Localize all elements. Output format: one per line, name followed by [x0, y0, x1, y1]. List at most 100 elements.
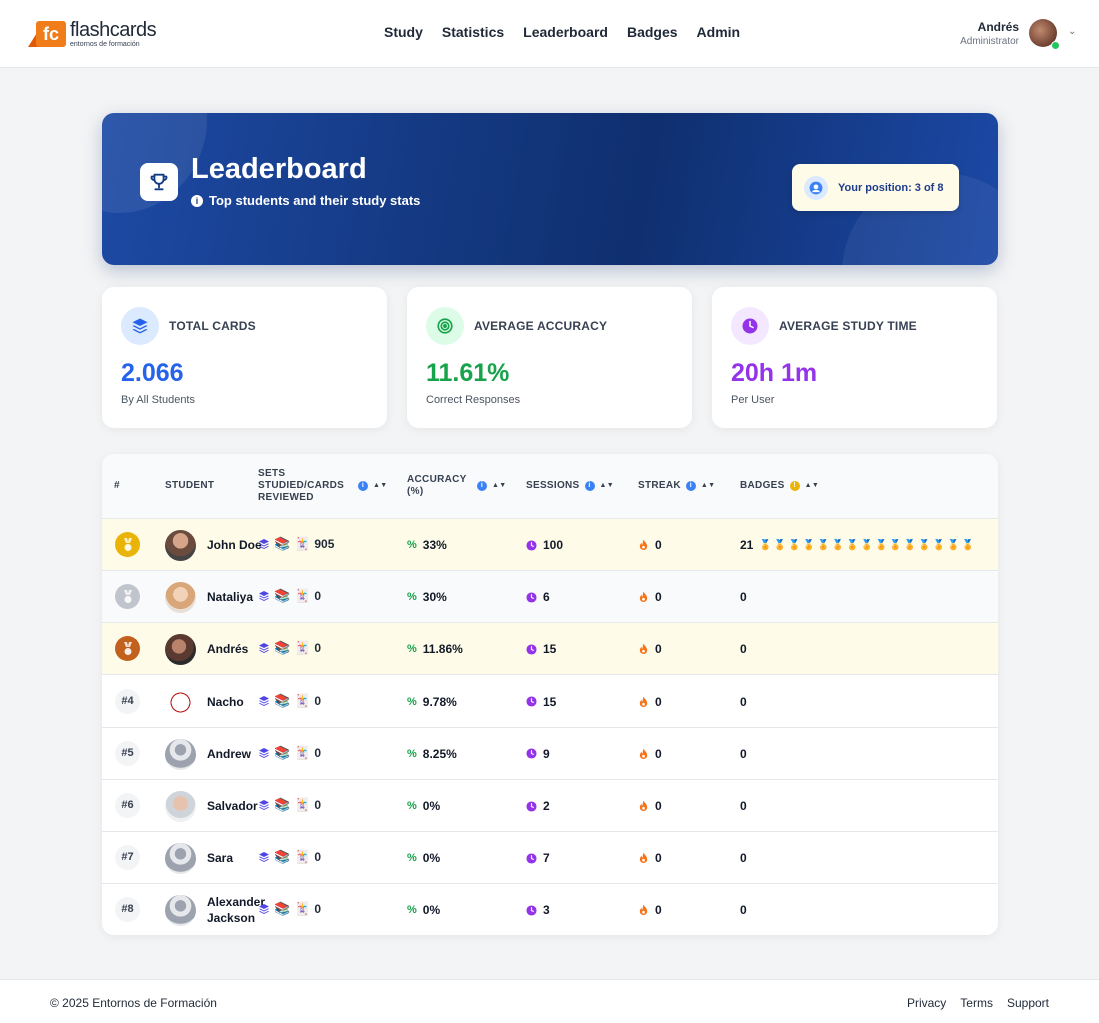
student-name[interactable]: Andrew	[207, 746, 252, 761]
fire-icon	[639, 904, 648, 916]
leaderboard-hero: Leaderboard i Top students and their stu…	[102, 113, 998, 265]
cards-reviewed-count: 0	[314, 641, 322, 656]
student-name[interactable]: John Doe	[207, 538, 262, 552]
fire-icon	[639, 852, 648, 864]
sets-cards-cell: 📚 🃏 0	[258, 797, 321, 813]
table-row[interactable]: Andrés 📚 🃏 0 % 11.86% 15 0 0	[102, 623, 998, 676]
table-row[interactable]: #6 Salvador 📚 🃏 0 % 0% 2 0 0	[102, 780, 998, 832]
info-icon[interactable]: i	[477, 481, 487, 491]
header-badges[interactable]: BADGES ! ▲▼	[740, 480, 820, 491]
footer-links: Privacy Terms Support	[907, 996, 1049, 1010]
sets-cards-cell: 📚 🃏 0	[258, 693, 321, 709]
info-icon[interactable]: i	[358, 481, 368, 491]
sort-icon[interactable]: ▲▼	[700, 482, 716, 489]
sort-icon[interactable]: ▲▼	[804, 482, 820, 489]
fire-icon	[639, 539, 648, 551]
nav-leaderboard[interactable]: Leaderboard	[523, 24, 608, 40]
sessions-cell: 6	[526, 571, 550, 623]
table-row[interactable]: #8 Alexander Jackson 📚 🃏 0 % 0% 3 0	[102, 884, 998, 935]
percent-icon: %	[407, 852, 417, 865]
student-avatar[interactable]	[165, 582, 196, 614]
sort-icon[interactable]: ▲▼	[492, 482, 507, 489]
accuracy-cell: % 0%	[407, 799, 441, 813]
user-menu[interactable]: Andrés Administrator	[960, 20, 1019, 47]
nav-statistics[interactable]: Statistics	[441, 24, 505, 40]
student-name[interactable]: Nataliya	[207, 590, 254, 605]
student-name[interactable]: Salvador	[207, 799, 258, 813]
nav-admin[interactable]: Admin	[696, 24, 741, 40]
stat-label: TOTAL CARDS	[169, 319, 256, 333]
header-accuracy[interactable]: ACCURACY (%) i ▲▼	[407, 474, 507, 497]
brand-logo[interactable]: fc flashcards entornos de formación	[28, 20, 157, 48]
table-row[interactable]: #7 Sara 📚 🃏 0 % 0% 7 0 0	[102, 832, 998, 885]
privacy-link[interactable]: Privacy	[906, 996, 947, 1010]
student-avatar[interactable]	[165, 843, 196, 875]
table-row[interactable]: Nataliya 📚 🃏 0 % 30% 6 0 0	[102, 571, 998, 624]
page-subtitle: i Top students and their study stats	[191, 193, 420, 208]
percent-icon: %	[407, 747, 417, 760]
header-student[interactable]: STUDENT	[165, 480, 215, 491]
sort-icon[interactable]: ▲▼	[373, 482, 388, 489]
table-row[interactable]: John Doe 📚 🃏 905 % 33% 100 0 21 🏅🏅	[102, 519, 998, 571]
sets-cards-cell: 📚 🃏 0	[258, 901, 321, 917]
student-avatar[interactable]	[165, 634, 196, 666]
cards-reviewed-count: 0	[314, 693, 322, 708]
sessions-cell: 15	[526, 676, 556, 728]
stat-note: By All Students	[121, 394, 195, 406]
student-avatar[interactable]	[165, 530, 196, 561]
percent-icon: %	[407, 643, 417, 656]
medal-silver-icon	[115, 584, 140, 610]
cards-icon: 🃏	[294, 797, 311, 812]
books-icon: 📚	[274, 640, 291, 656]
stat-note: Per User	[731, 394, 775, 406]
layers-icon	[259, 539, 269, 549]
student-name[interactable]: Sara	[207, 851, 234, 866]
table-header: # STUDENT SETS STUDIED/CARDS REVIEWED i …	[102, 454, 998, 519]
sessions-cell: 15	[526, 623, 556, 675]
accuracy-cell: % 30%	[407, 590, 447, 605]
clock-icon	[526, 592, 537, 603]
support-link[interactable]: Support	[1006, 996, 1049, 1010]
nav-badges[interactable]: Badges	[626, 24, 678, 40]
clock-icon	[526, 539, 537, 551]
badges-count: 0	[740, 642, 747, 657]
layers-icon	[259, 747, 269, 758]
sort-icon[interactable]: ▲▼	[599, 482, 614, 489]
table-row[interactable]: #4 Nacho 📚 🃏 0 % 9.78% 15 0 0	[102, 675, 998, 728]
sets-cards-cell: 📚 🃏 0	[258, 745, 321, 761]
stat-note: Correct Responses	[426, 394, 521, 406]
student-avatar[interactable]	[165, 738, 196, 770]
table-row[interactable]: #5 Andrew 📚 🃏 0 % 8.25% 9 0 0	[102, 727, 998, 780]
info-icon[interactable]: !	[789, 481, 800, 491]
your-position-badge: Your position: 3 of 8	[792, 164, 959, 211]
info-icon[interactable]: i	[584, 481, 595, 491]
badges-cell: 0	[740, 728, 747, 780]
student-name[interactable]: Andrés	[207, 642, 249, 657]
header-sets[interactable]: SETS STUDIED/CARDS REVIEWED i ▲▼	[258, 468, 388, 503]
header-sessions[interactable]: SESSIONS i ▲▼	[526, 480, 614, 491]
student-avatar[interactable]	[165, 895, 196, 927]
badges-count: 0	[740, 590, 747, 605]
medal-bronze-icon	[115, 636, 140, 662]
student-avatar[interactable]	[165, 791, 196, 822]
badges-count: 0	[740, 903, 747, 918]
chevron-down-icon[interactable]: ⌄	[1068, 26, 1077, 37]
stat-card-total-cards: TOTAL CARDS 2.066 By All Students	[102, 287, 387, 428]
fire-icon	[639, 748, 648, 759]
online-status-dot	[1051, 41, 1060, 50]
student-name[interactable]: Nacho	[207, 694, 244, 709]
streak-cell: 0	[638, 780, 662, 832]
student-name[interactable]: Alexander Jackson	[207, 895, 266, 926]
nav-study[interactable]: Study	[384, 24, 423, 40]
info-icon[interactable]: i	[685, 481, 696, 491]
target-icon	[426, 307, 464, 345]
cards-reviewed-count: 0	[314, 589, 322, 604]
books-icon: 📚	[274, 536, 291, 551]
header-streak[interactable]: STREAK i ▲▼	[638, 480, 716, 491]
leaderboard-table: # STUDENT SETS STUDIED/CARDS REVIEWED i …	[102, 454, 998, 935]
cards-icon: 🃏	[294, 640, 311, 656]
medal-icon[interactable]: 🏅🏅🏅🏅🏅🏅🏅🏅🏅🏅🏅🏅🏅🏅🏅	[759, 539, 977, 551]
badges-count: 0	[740, 746, 747, 761]
student-avatar[interactable]	[165, 686, 196, 718]
terms-link[interactable]: Terms	[960, 996, 993, 1010]
